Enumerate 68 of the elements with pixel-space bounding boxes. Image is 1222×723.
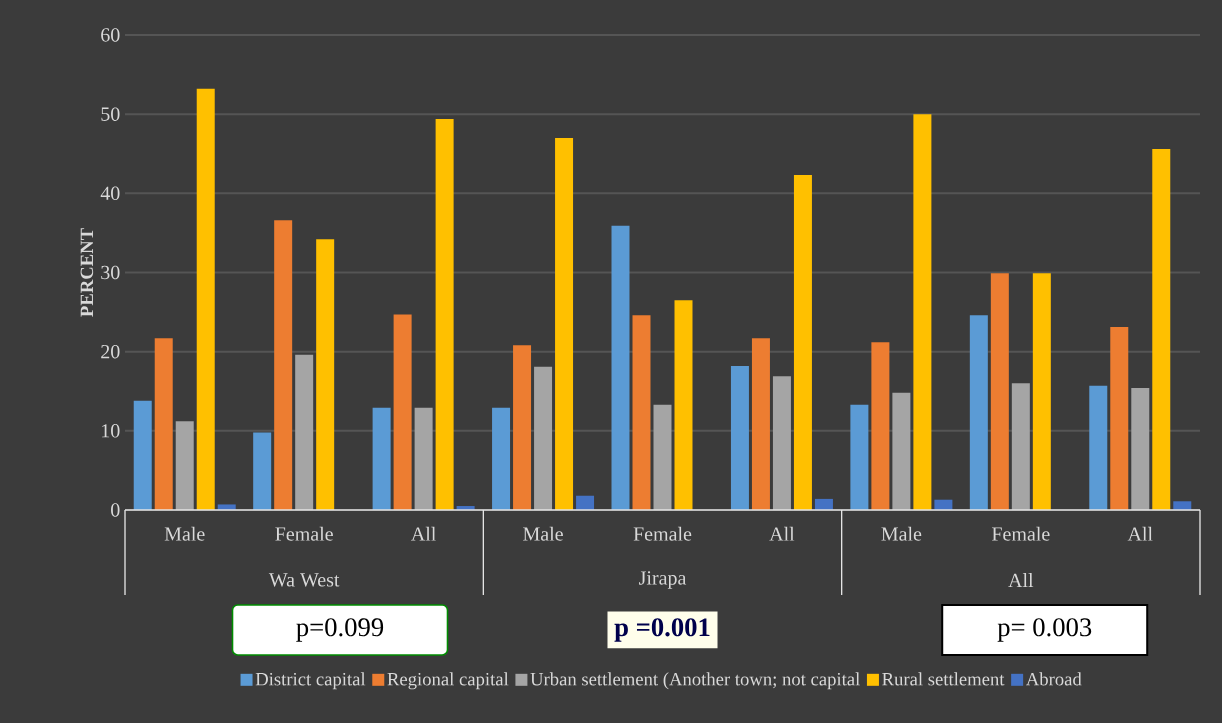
- bar: [295, 354, 314, 510]
- bar: [253, 432, 272, 510]
- bar: [814, 498, 833, 510]
- bar: [534, 366, 553, 510]
- bar: [772, 376, 791, 510]
- bar: [393, 314, 412, 510]
- x-tick-label: Male: [164, 526, 205, 541]
- y-tick-label: 20: [101, 344, 120, 359]
- bar: [892, 392, 911, 510]
- y-tick-label: 40: [100, 186, 120, 201]
- bar: [175, 421, 194, 510]
- bar: [751, 338, 770, 510]
- bar: [492, 407, 511, 510]
- bar: [850, 404, 869, 510]
- legend-label: District capital: [255, 672, 366, 690]
- bar: [1131, 388, 1150, 510]
- bar: [871, 342, 890, 510]
- text: p =0.001: [614, 618, 710, 642]
- bar: [274, 220, 293, 510]
- bar: [435, 118, 454, 510]
- bar: [154, 338, 173, 510]
- bar: [513, 345, 532, 510]
- y-tick-label: 30: [101, 265, 120, 280]
- bar: [990, 273, 1009, 510]
- bar: [576, 495, 595, 510]
- bar: [372, 407, 391, 510]
- legend-label: Abroad: [1025, 672, 1082, 686]
- bar: [316, 239, 335, 510]
- text: p= 0.003: [997, 618, 1092, 642]
- y-tick-label: 50: [101, 107, 120, 121]
- x-tick-label: Male: [881, 526, 922, 541]
- bar: [133, 400, 152, 510]
- bar: [1152, 148, 1171, 510]
- bar: [632, 315, 651, 510]
- y-tick-label: 0: [111, 503, 120, 517]
- y-axis-title: PERCENT: [80, 228, 94, 317]
- bar: [196, 88, 215, 510]
- x-tick-label: Female: [991, 526, 1050, 541]
- text: Jirapa: [639, 571, 687, 589]
- text: Wa West: [268, 573, 340, 587]
- legend-label: Regional capital: [387, 672, 509, 690]
- y-tick-label: 10: [102, 424, 120, 438]
- text: All: [1008, 573, 1034, 587]
- bar: [674, 300, 693, 510]
- x-tick-label: Male: [523, 526, 563, 541]
- x-tick-label: All: [411, 526, 436, 541]
- text: p=0.099: [296, 618, 384, 642]
- legend-label: Rural settlement: [882, 672, 1005, 686]
- bar: [611, 225, 630, 510]
- bar: [1089, 385, 1108, 510]
- bar: [1173, 501, 1192, 510]
- y-tick-label: 60: [101, 28, 120, 42]
- bar: [1110, 327, 1129, 510]
- legend-label: Urban settlement (Another town; not capital: [530, 672, 860, 690]
- x-tick-label: Female: [633, 526, 692, 541]
- bar: [913, 114, 932, 510]
- bar: [653, 404, 672, 510]
- bar: [555, 137, 574, 510]
- bar: [793, 175, 812, 510]
- bar: [730, 365, 749, 510]
- bar: [969, 315, 988, 510]
- x-tick-label: All: [769, 526, 795, 541]
- bar: [1032, 273, 1051, 510]
- x-tick-label: Female: [275, 526, 333, 541]
- bar: [414, 407, 433, 510]
- bar: [217, 504, 236, 510]
- bar: [1011, 383, 1030, 510]
- x-tick-label: All: [1127, 526, 1153, 541]
